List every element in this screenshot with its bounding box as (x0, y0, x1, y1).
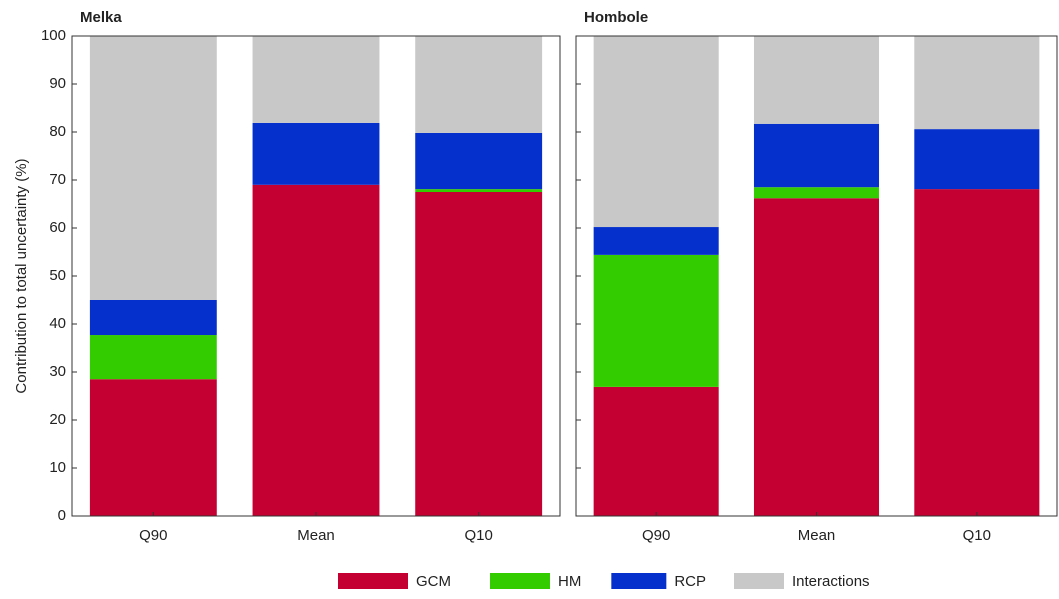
y-tick-label: 0 (58, 507, 66, 524)
panel-title: Hombole (584, 9, 648, 26)
y-tick-label: 100 (41, 27, 66, 44)
bar-segment (252, 184, 380, 517)
bar-segment (753, 187, 880, 199)
bar-segment (89, 300, 217, 336)
legend-swatch (338, 573, 408, 589)
axes-box (575, 35, 1058, 517)
y-tick-label: 80 (49, 123, 66, 140)
bar-segment (89, 36, 217, 300)
y-tick-label: 10 (49, 459, 66, 476)
bar-segment (252, 36, 380, 123)
x-tick-label: Mean (297, 527, 335, 544)
bar-segment (415, 36, 543, 133)
bar-segment (593, 254, 719, 387)
y-tick-label: 40 (49, 315, 66, 332)
bar-segment (914, 129, 1040, 190)
legend-swatch (490, 573, 550, 589)
x-tick-label: Q10 (963, 527, 991, 544)
x-tick-label: Mean (798, 527, 836, 544)
bar-segment (753, 198, 880, 517)
bar-segment (753, 36, 880, 124)
legend-label: GCM (416, 573, 451, 590)
y-tick-label: 30 (49, 363, 66, 380)
panel-title: Melka (80, 9, 122, 26)
bar-segment (415, 189, 543, 192)
bar-segment (753, 123, 880, 188)
legend-label: Interactions (792, 573, 870, 590)
bar-segment (89, 379, 217, 516)
bar-segment (593, 386, 719, 516)
bar-segment (593, 36, 719, 228)
legend-swatch (611, 573, 667, 589)
bar-segment (914, 189, 1040, 516)
bar-segment (914, 36, 1040, 130)
legend-label: RCP (674, 573, 706, 590)
bar-segment (252, 122, 380, 185)
y-tick-label: 20 (49, 411, 66, 428)
y-tick-label: 60 (49, 219, 66, 236)
legend-label: HM (558, 573, 581, 590)
y-tick-label: 70 (49, 171, 66, 188)
y-tick-label: 90 (49, 75, 66, 92)
y-axis-label: Contribution to total uncertainty (%) (13, 158, 30, 393)
x-tick-label: Q90 (642, 527, 670, 544)
legend-swatch (734, 573, 784, 589)
bar-segment (593, 227, 719, 255)
bar-segment (415, 192, 543, 516)
bar-segment (415, 132, 543, 190)
axes-box (71, 35, 561, 517)
y-tick-label: 50 (49, 267, 66, 284)
x-tick-label: Q90 (139, 527, 167, 544)
bar-segment (89, 335, 217, 380)
x-tick-label: Q10 (464, 527, 492, 544)
